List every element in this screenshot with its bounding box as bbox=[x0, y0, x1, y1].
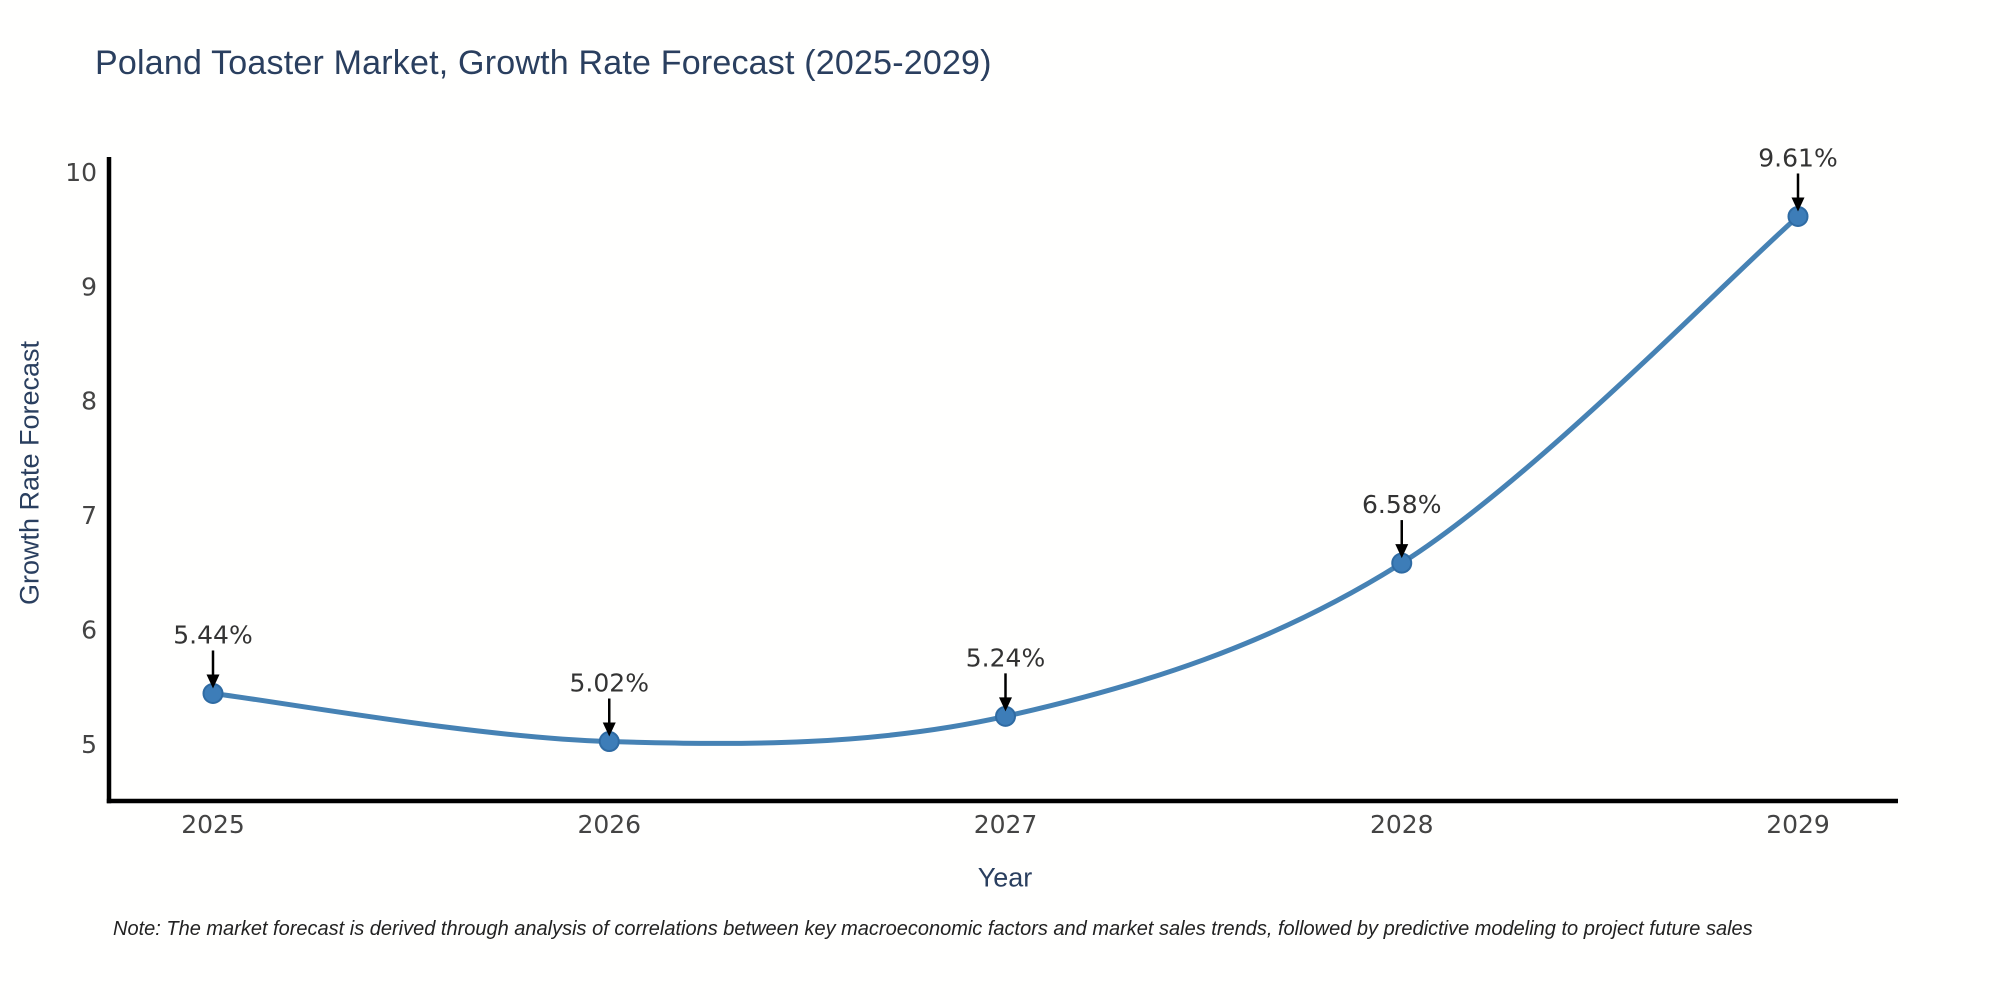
y-tick-label: 6 bbox=[81, 615, 97, 644]
annotation-arrowhead bbox=[1395, 544, 1409, 559]
chart-footnote: Note: The market forecast is derived thr… bbox=[113, 918, 1753, 940]
x-tick-label: 2028 bbox=[1370, 810, 1434, 839]
data-point-label: 5.44% bbox=[173, 620, 252, 649]
annotation-arrowhead bbox=[206, 674, 220, 689]
chart-title: Poland Toaster Market, Growth Rate Forec… bbox=[95, 44, 992, 82]
annotation-arrowhead bbox=[999, 697, 1012, 712]
x-tick-label: 2027 bbox=[974, 810, 1038, 839]
y-tick-label: 5 bbox=[81, 730, 97, 759]
x-tick-label: 2025 bbox=[181, 810, 245, 839]
x-tick-label: 2026 bbox=[577, 810, 641, 839]
y-tick-label: 10 bbox=[65, 158, 97, 187]
annotation-arrowhead bbox=[1791, 197, 1805, 212]
data-point-label: 9.61% bbox=[1758, 143, 1837, 172]
x-tick-label: 2029 bbox=[1766, 810, 1830, 839]
annotation-arrowhead bbox=[602, 722, 616, 737]
y-tick-label: 8 bbox=[81, 387, 97, 416]
y-tick-label: 7 bbox=[81, 501, 97, 530]
data-point-label: 5.24% bbox=[966, 643, 1045, 672]
x-axis-title: Year bbox=[977, 862, 1033, 893]
forecast-line bbox=[210, 213, 1801, 746]
y-tick-label: 9 bbox=[81, 272, 97, 301]
data-point-label: 5.02% bbox=[570, 669, 649, 698]
data-point-label: 6.58% bbox=[1362, 490, 1441, 519]
